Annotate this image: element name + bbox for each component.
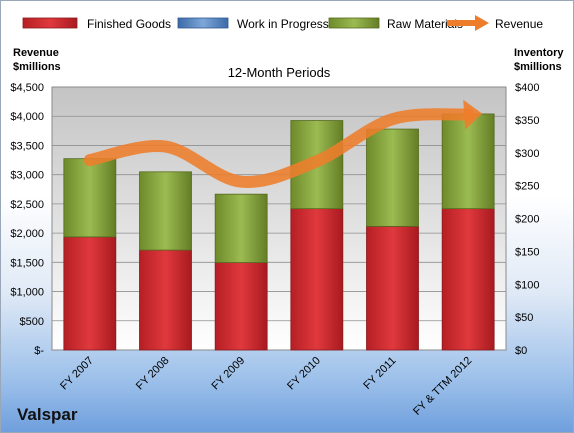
left-tick-label: $2,500 — [10, 199, 44, 211]
bar-finished-goods — [63, 236, 117, 351]
left-tick-label: $- — [34, 345, 44, 357]
chart-title: 12-Month Periods — [228, 65, 331, 80]
bars — [63, 113, 495, 351]
left-axis-ticks: $- $500 $1,000 $1,500 $2,000 $2,500 $3,000 $3,5… — [10, 82, 44, 357]
left-tick-label: $4,000 — [10, 111, 44, 123]
revenue-arrowhead — [463, 99, 483, 130]
legend-label-work-in-progress: Work in Progress — [237, 17, 329, 31]
legend-revenue-arrowhead — [475, 15, 489, 31]
left-tick-label: $1,000 — [10, 287, 44, 299]
legend: Finished Goods Work in Progress Raw Mate… — [22, 15, 543, 31]
company-name: Valspar — [17, 405, 78, 424]
legend-label-finished-goods: Finished Goods — [87, 17, 171, 31]
right-axis-ticks: $0 $50 $100 $150 $200 $250 $300 $350 $400 — [515, 82, 539, 357]
right-tick-label: $400 — [515, 82, 539, 94]
category-label: FY 2008 — [134, 355, 172, 393]
bar-finished-goods — [441, 208, 495, 351]
category-label: FY 2007 — [58, 355, 96, 393]
bar-finished-goods — [290, 208, 344, 351]
left-tick-label: $3,500 — [10, 140, 44, 152]
bar-raw-materials — [441, 113, 495, 210]
bar-raw-materials — [366, 128, 419, 227]
left-tick-label: $1,500 — [10, 257, 44, 269]
right-axis-title-line2: $millions — [514, 61, 562, 73]
legend-swatch-work-in-progress — [177, 17, 229, 29]
right-tick-label: $100 — [515, 279, 539, 291]
right-tick-label: $200 — [515, 214, 539, 226]
revenue-line-path — [83, 108, 475, 188]
right-tick-label: $250 — [515, 181, 539, 193]
bar-finished-goods — [214, 262, 268, 351]
bar-raw-materials — [214, 193, 268, 263]
legend-label-raw-materials: Raw Materials — [387, 17, 463, 31]
legend-swatch-raw-materials — [328, 17, 380, 29]
category-labels: FY 2007 FY 2008 FY 2009 FY 2010 FY 2011 FY & … — [58, 355, 474, 418]
right-tick-label: $150 — [515, 246, 539, 258]
bar-finished-goods — [366, 225, 419, 351]
left-axis-title-line1: Revenue — [13, 47, 59, 59]
legend-label-revenue: Revenue — [495, 17, 543, 31]
bar-raw-materials — [63, 158, 117, 238]
right-tick-label: $300 — [515, 148, 539, 160]
right-tick-label: $0 — [515, 345, 527, 357]
bar-finished-goods — [139, 249, 192, 351]
revenue-line — [83, 99, 483, 188]
category-label: FY & TTM 2012 — [411, 355, 474, 418]
left-tick-label: $3,000 — [10, 170, 44, 182]
right-axis-title-line1: Inventory — [514, 47, 564, 59]
left-axis-title-line2: $millions — [13, 61, 61, 73]
bar-raw-materials — [139, 171, 192, 251]
left-tick-label: $4,500 — [10, 82, 44, 94]
left-tick-label: $500 — [20, 316, 44, 328]
left-tick-label: $2,000 — [10, 228, 44, 240]
category-label: FY 2010 — [285, 355, 323, 393]
right-tick-label: $50 — [515, 312, 533, 324]
category-label: FY 2009 — [210, 355, 248, 393]
right-tick-label: $350 — [515, 115, 539, 127]
category-label: FY 2011 — [361, 355, 398, 392]
plot-area — [51, 86, 507, 351]
legend-swatch-finished-goods — [22, 17, 78, 29]
